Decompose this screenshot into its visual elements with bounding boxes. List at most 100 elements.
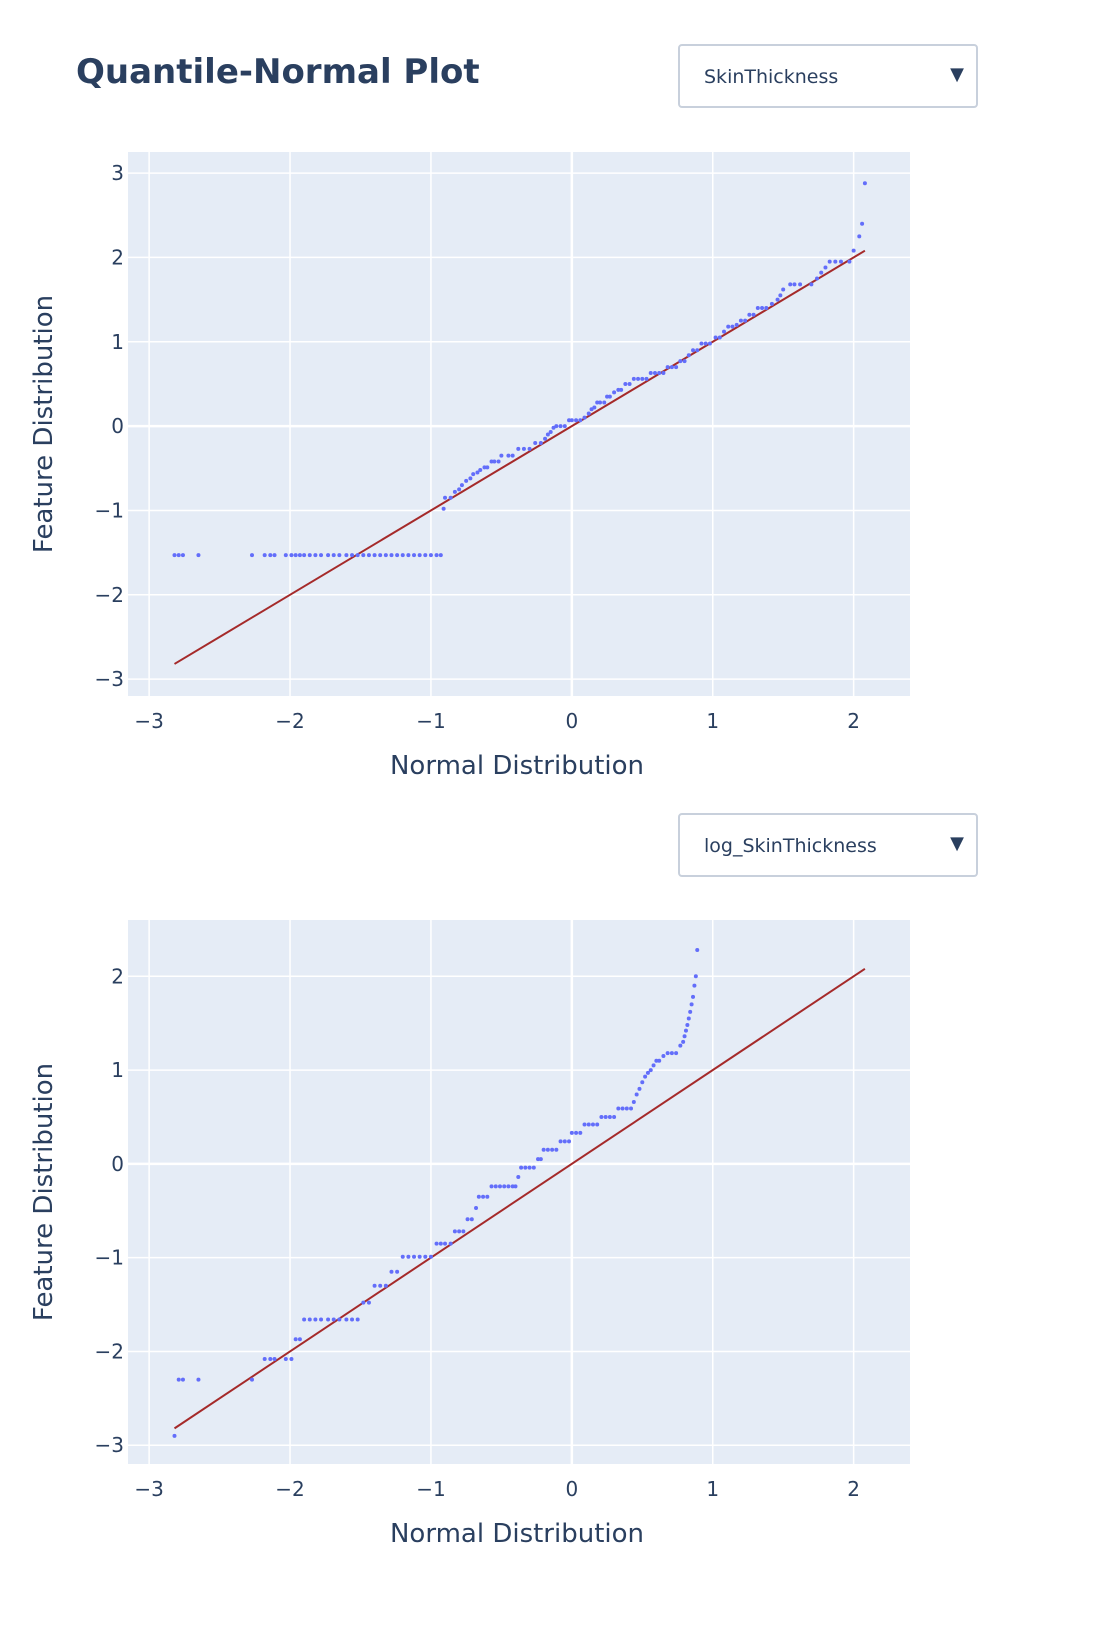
data-point [428, 1254, 433, 1259]
data-point [438, 553, 443, 558]
data-point [651, 1063, 656, 1068]
data-point [644, 376, 649, 381]
x-tick-label: −1 [416, 709, 445, 733]
data-point [478, 467, 483, 472]
reference-line [173, 967, 866, 1430]
data-point [496, 459, 501, 464]
data-point [545, 432, 550, 437]
data-point [471, 472, 476, 477]
y-tick-label: −1 [95, 1246, 124, 1270]
y-tick-label: 1 [111, 330, 124, 354]
data-point [468, 476, 473, 481]
data-point [302, 1317, 307, 1322]
data-point [692, 983, 697, 988]
data-point [464, 478, 469, 483]
data-point [661, 1054, 666, 1058]
data-point [172, 1433, 177, 1438]
data-point [607, 1114, 612, 1119]
data-point [361, 553, 366, 558]
data-point [669, 365, 674, 370]
data-point [616, 387, 621, 392]
data-point [582, 1122, 587, 1127]
data-point [434, 553, 439, 558]
data-point [475, 470, 480, 475]
data-point [798, 282, 803, 287]
data-point [412, 553, 417, 558]
data-point [567, 418, 572, 423]
data-point [640, 376, 645, 381]
x-tick-label: 1 [706, 709, 719, 733]
y-tick-label: −2 [95, 583, 124, 607]
data-point [775, 297, 780, 302]
data-point [688, 1009, 693, 1014]
data-point [665, 365, 670, 370]
data-point [819, 270, 824, 275]
data-point [516, 446, 521, 451]
y-tick-label: 0 [111, 1152, 124, 1176]
data-point [574, 418, 579, 423]
data-point [289, 1356, 294, 1361]
data-point [521, 446, 526, 451]
data-point [683, 1028, 688, 1033]
data-point [378, 553, 383, 558]
data-point [554, 424, 559, 429]
x-tick-label: 0 [565, 1477, 578, 1501]
log-feature-select-dropdown[interactable]: log_SkinThickness ▼ [678, 813, 978, 877]
data-point [809, 282, 814, 287]
data-point [268, 1356, 273, 1361]
data-point [482, 465, 487, 470]
data-point [592, 405, 597, 410]
data-point [289, 553, 294, 558]
x-tick-label: −3 [134, 1477, 163, 1501]
data-point [533, 440, 538, 445]
x-tick-label: 1 [706, 1477, 719, 1501]
data-point [459, 483, 464, 488]
data-point [434, 1241, 439, 1246]
data-point [272, 1356, 277, 1361]
data-point [713, 335, 718, 340]
data-point [612, 390, 617, 395]
data-point [769, 301, 774, 306]
qq-chart-top: −3 −2 −1 0 1 2 −3 −2 −1 0 1 2 3 Normal Distribution Fe… [29, 152, 910, 781]
data-point [574, 1130, 579, 1135]
data-point [443, 1241, 448, 1246]
data-point [619, 387, 624, 392]
x-tick-label: −1 [416, 1477, 445, 1501]
data-point [283, 553, 288, 558]
data-point [452, 489, 457, 494]
data-point [461, 1229, 466, 1234]
data-point [293, 553, 298, 558]
data-point [623, 381, 628, 386]
data-point [582, 415, 587, 420]
data-point [562, 1139, 567, 1144]
data-point [669, 1051, 674, 1056]
data-point [654, 1058, 659, 1063]
data-point [438, 1241, 443, 1246]
data-point [513, 1184, 518, 1189]
data-point [395, 1269, 400, 1274]
feature-select-dropdown[interactable]: SkinThickness ▼ [678, 44, 978, 108]
data-point [691, 348, 696, 353]
data-point [599, 1114, 604, 1119]
data-point [506, 1184, 511, 1189]
y-tick-label: −3 [95, 667, 124, 691]
data-point [743, 318, 748, 323]
data-point [469, 1217, 474, 1222]
data-point [536, 1157, 541, 1162]
data-point [417, 1254, 422, 1259]
data-point [681, 1039, 686, 1044]
data-point [685, 1023, 690, 1028]
data-point [406, 553, 411, 558]
data-point [645, 1070, 650, 1075]
data-point [699, 341, 704, 346]
data-point [734, 322, 739, 327]
data-point [372, 553, 377, 558]
data-point [578, 1130, 583, 1135]
data-point [489, 459, 494, 464]
data-point [823, 265, 828, 270]
data-point [788, 282, 793, 287]
data-point [747, 312, 752, 317]
data-point [366, 553, 371, 558]
data-point [640, 1080, 645, 1085]
data-point [562, 424, 567, 429]
